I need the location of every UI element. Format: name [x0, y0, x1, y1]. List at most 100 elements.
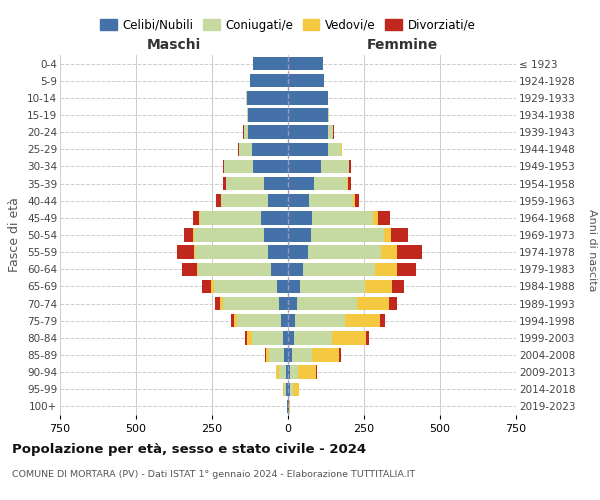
Bar	[247, 108, 248, 122]
Bar	[290, 366, 298, 379]
Bar	[280, 366, 286, 379]
Bar	[268, 246, 288, 259]
Bar	[182, 262, 197, 276]
Bar	[237, 314, 281, 328]
Bar	[288, 297, 296, 310]
Bar	[322, 160, 349, 173]
Bar	[223, 160, 224, 173]
Bar	[384, 228, 391, 241]
Bar	[233, 314, 237, 328]
Bar	[250, 74, 288, 88]
Bar	[247, 331, 252, 344]
Bar	[288, 314, 295, 328]
Bar	[245, 331, 247, 344]
Bar	[277, 366, 280, 379]
Bar	[277, 280, 288, 293]
Text: Popolazione per età, sesso e stato civile - 2024: Popolazione per età, sesso e stato civil…	[12, 442, 366, 456]
Bar	[288, 382, 290, 396]
Bar	[288, 194, 309, 207]
Bar	[312, 348, 340, 362]
Bar	[269, 348, 284, 362]
Bar	[214, 280, 277, 293]
Bar	[195, 246, 268, 259]
Bar	[280, 297, 288, 310]
Bar	[290, 382, 293, 396]
Bar	[199, 262, 271, 276]
Bar	[287, 400, 288, 413]
Bar	[377, 211, 390, 224]
Bar	[283, 331, 288, 344]
Bar	[292, 348, 312, 362]
Bar	[238, 142, 239, 156]
Text: Femmine: Femmine	[367, 38, 437, 52]
Bar	[288, 160, 322, 173]
Bar	[296, 297, 358, 310]
Bar	[211, 280, 214, 293]
Bar	[226, 177, 263, 190]
Bar	[288, 74, 325, 88]
Bar	[216, 194, 221, 207]
Bar	[373, 211, 377, 224]
Bar	[223, 297, 280, 310]
Bar	[221, 194, 268, 207]
Bar	[288, 400, 289, 413]
Bar	[328, 108, 329, 122]
Bar	[199, 211, 200, 224]
Bar	[286, 366, 288, 379]
Bar	[202, 280, 211, 293]
Bar	[299, 280, 365, 293]
Bar	[365, 280, 392, 293]
Bar	[288, 262, 303, 276]
Bar	[345, 314, 380, 328]
Bar	[265, 348, 266, 362]
Bar	[248, 108, 288, 122]
Bar	[260, 211, 288, 224]
Bar	[247, 91, 288, 104]
Bar	[288, 280, 299, 293]
Bar	[288, 348, 292, 362]
Bar	[215, 297, 220, 310]
Bar	[333, 126, 334, 139]
Text: COMUNE DI MORTARA (PV) - Dati ISTAT 1° gennaio 2024 - Elaborazione TUTTITALIA.IT: COMUNE DI MORTARA (PV) - Dati ISTAT 1° g…	[12, 470, 415, 479]
Y-axis label: Fasce di età: Fasce di età	[8, 198, 22, 272]
Bar	[314, 177, 347, 190]
Bar	[288, 331, 294, 344]
Bar	[289, 400, 290, 413]
Bar	[391, 228, 408, 241]
Bar	[177, 246, 194, 259]
Bar	[381, 246, 397, 259]
Bar	[308, 246, 381, 259]
Bar	[263, 228, 288, 241]
Legend: Celibi/Nubili, Coniugati/e, Vedovi/e, Divorziati/e: Celibi/Nubili, Coniugati/e, Vedovi/e, Di…	[95, 14, 481, 36]
Bar	[284, 382, 286, 396]
Bar	[263, 177, 288, 190]
Bar	[288, 57, 323, 70]
Bar	[288, 91, 328, 104]
Bar	[389, 297, 397, 310]
Bar	[288, 366, 290, 379]
Bar	[200, 211, 260, 224]
Bar	[353, 194, 355, 207]
Bar	[223, 177, 226, 190]
Bar	[294, 331, 332, 344]
Bar	[293, 382, 299, 396]
Bar	[288, 142, 328, 156]
Bar	[355, 194, 359, 207]
Bar	[380, 314, 385, 328]
Bar	[347, 177, 348, 190]
Bar	[397, 262, 416, 276]
Text: Maschi: Maschi	[147, 38, 201, 52]
Bar	[341, 142, 343, 156]
Bar	[224, 160, 253, 173]
Bar	[348, 177, 350, 190]
Bar	[193, 211, 199, 224]
Bar	[288, 177, 314, 190]
Bar	[194, 246, 195, 259]
Bar	[298, 366, 316, 379]
Bar	[309, 194, 353, 207]
Bar	[340, 348, 341, 362]
Bar	[295, 314, 345, 328]
Bar	[220, 297, 223, 310]
Bar	[313, 211, 373, 224]
Bar	[284, 348, 288, 362]
